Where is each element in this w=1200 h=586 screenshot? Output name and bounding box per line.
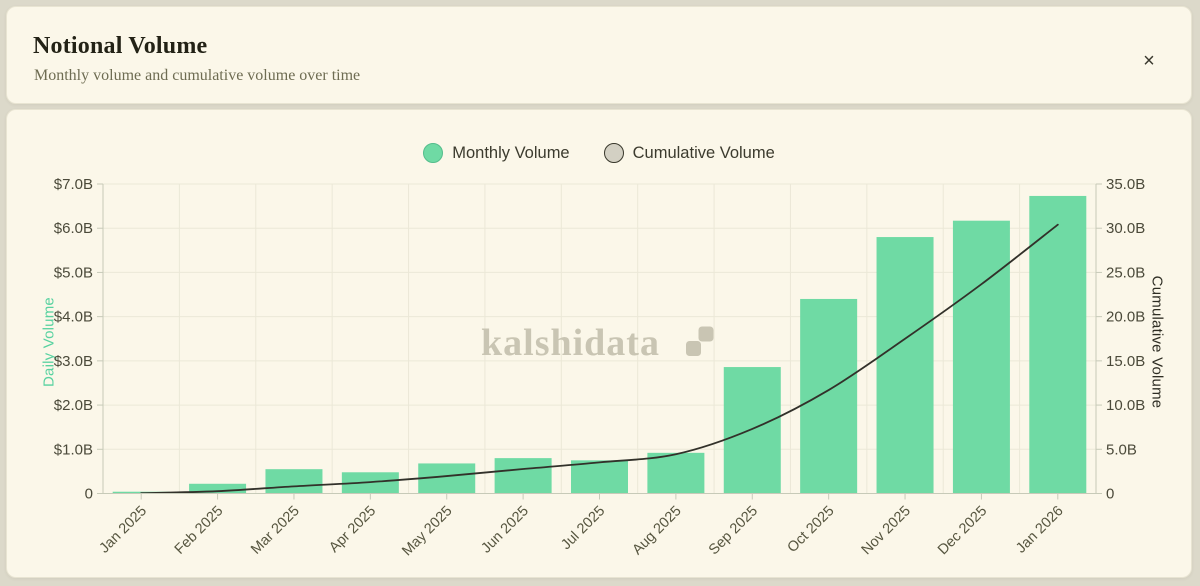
x-axis-tick-label: Oct 2025 xyxy=(785,503,838,556)
x-axis-tick-label: Jan 2026 xyxy=(1013,503,1067,557)
right-axis-tick-label: 0 xyxy=(1106,486,1114,503)
monthly-volume-bar-jul-2025[interactable] xyxy=(571,460,628,494)
legend-item-monthly-volume[interactable]: Monthly Volume xyxy=(423,143,570,163)
left-axis-tick-label: $3.0B xyxy=(54,353,93,370)
close-icon[interactable]: × xyxy=(1133,45,1165,77)
chart-legend: Monthly Volume Cumulative Volume xyxy=(7,143,1191,163)
legend-item-cumulative-volume[interactable]: Cumulative Volume xyxy=(603,143,775,163)
right-axis-tick-label: 30.0B xyxy=(1106,220,1145,237)
right-axis-tick-label: 5.0B xyxy=(1106,441,1137,458)
monthly-volume-bar-jun-2025[interactable] xyxy=(494,458,552,494)
monthly-volume-swatch-icon xyxy=(423,143,444,163)
left-axis-tick-label: $1.0B xyxy=(54,441,93,458)
right-axis-tick-label: 15.0B xyxy=(1106,353,1145,370)
x-axis-tick-label: May 2025 xyxy=(399,503,455,559)
x-axis-tick-label: Jun 2025 xyxy=(478,503,532,557)
left-axis-tick-label: 0 xyxy=(85,486,93,503)
right-axis-tick-label: 20.0B xyxy=(1106,309,1145,326)
left-axis-tick-label: $7.0B xyxy=(54,176,93,193)
x-axis-tick-label: Sep 2025 xyxy=(706,503,761,558)
monthly-volume-bar-feb-2025[interactable] xyxy=(189,483,247,494)
monthly-volume-bar-jan-2026[interactable] xyxy=(1029,195,1087,494)
legend-label-monthly-volume: Monthly Volume xyxy=(452,143,570,162)
chart-card: Monthly Volume Cumulative Volume Daily V… xyxy=(6,109,1192,578)
watermark-logo-icon xyxy=(686,341,701,356)
right-axis-tick-label: 35.0B xyxy=(1106,176,1145,193)
legend-label-cumulative-volume: Cumulative Volume xyxy=(632,143,775,162)
monthly-volume-bar-sep-2025[interactable] xyxy=(723,367,781,494)
cumulative-volume-swatch-icon xyxy=(603,143,624,163)
cumulative-volume-line xyxy=(140,223,1059,495)
x-axis-tick-label: Mar 2025 xyxy=(248,503,303,558)
notional-volume-chart: kalshidata $7.0B $6.0B $5.0B $4.0B $3.0B $2.0B… xyxy=(54,176,1145,559)
left-axis-tick-label: $5.0B xyxy=(54,264,93,281)
left-axis-tick-label: $4.0B xyxy=(54,309,93,326)
page-subtitle: Monthly volume and cumulative volume ove… xyxy=(34,67,361,84)
page-title: Notional Volume xyxy=(33,33,208,59)
x-axis-tick-label: Jul 2025 xyxy=(558,503,608,553)
monthly-volume-bar-aug-2025[interactable] xyxy=(647,452,705,494)
x-axis-tick-label: Aug 2025 xyxy=(629,503,684,558)
x-axis-tick-label: Dec 2025 xyxy=(935,503,990,558)
monthly-volume-bar-mar-2025[interactable] xyxy=(265,469,323,494)
x-axis-tick-label: Jan 2025 xyxy=(97,503,151,557)
monthly-volume-bar-dec-2025[interactable] xyxy=(952,220,1010,494)
right-axis-tick-label: 10.0B xyxy=(1106,397,1145,414)
left-axis-tick-label: $2.0B xyxy=(54,397,93,414)
x-axis-tick-label: Apr 2025 xyxy=(326,503,379,556)
monthly-volume-bar-oct-2025[interactable] xyxy=(800,298,858,494)
monthly-volume-bar-nov-2025[interactable] xyxy=(876,237,934,494)
chart-header-card: Notional Volume Monthly volume and cumul… xyxy=(6,6,1192,104)
x-axis-tick-label: Nov 2025 xyxy=(859,503,914,558)
watermark-logo-icon xyxy=(698,326,714,342)
watermark-text: kalshidata xyxy=(481,322,660,364)
right-axis-tick-label: 25.0B xyxy=(1106,264,1145,281)
left-axis-tick-label: $6.0B xyxy=(54,220,93,237)
x-axis-tick-label: Feb 2025 xyxy=(172,503,227,558)
